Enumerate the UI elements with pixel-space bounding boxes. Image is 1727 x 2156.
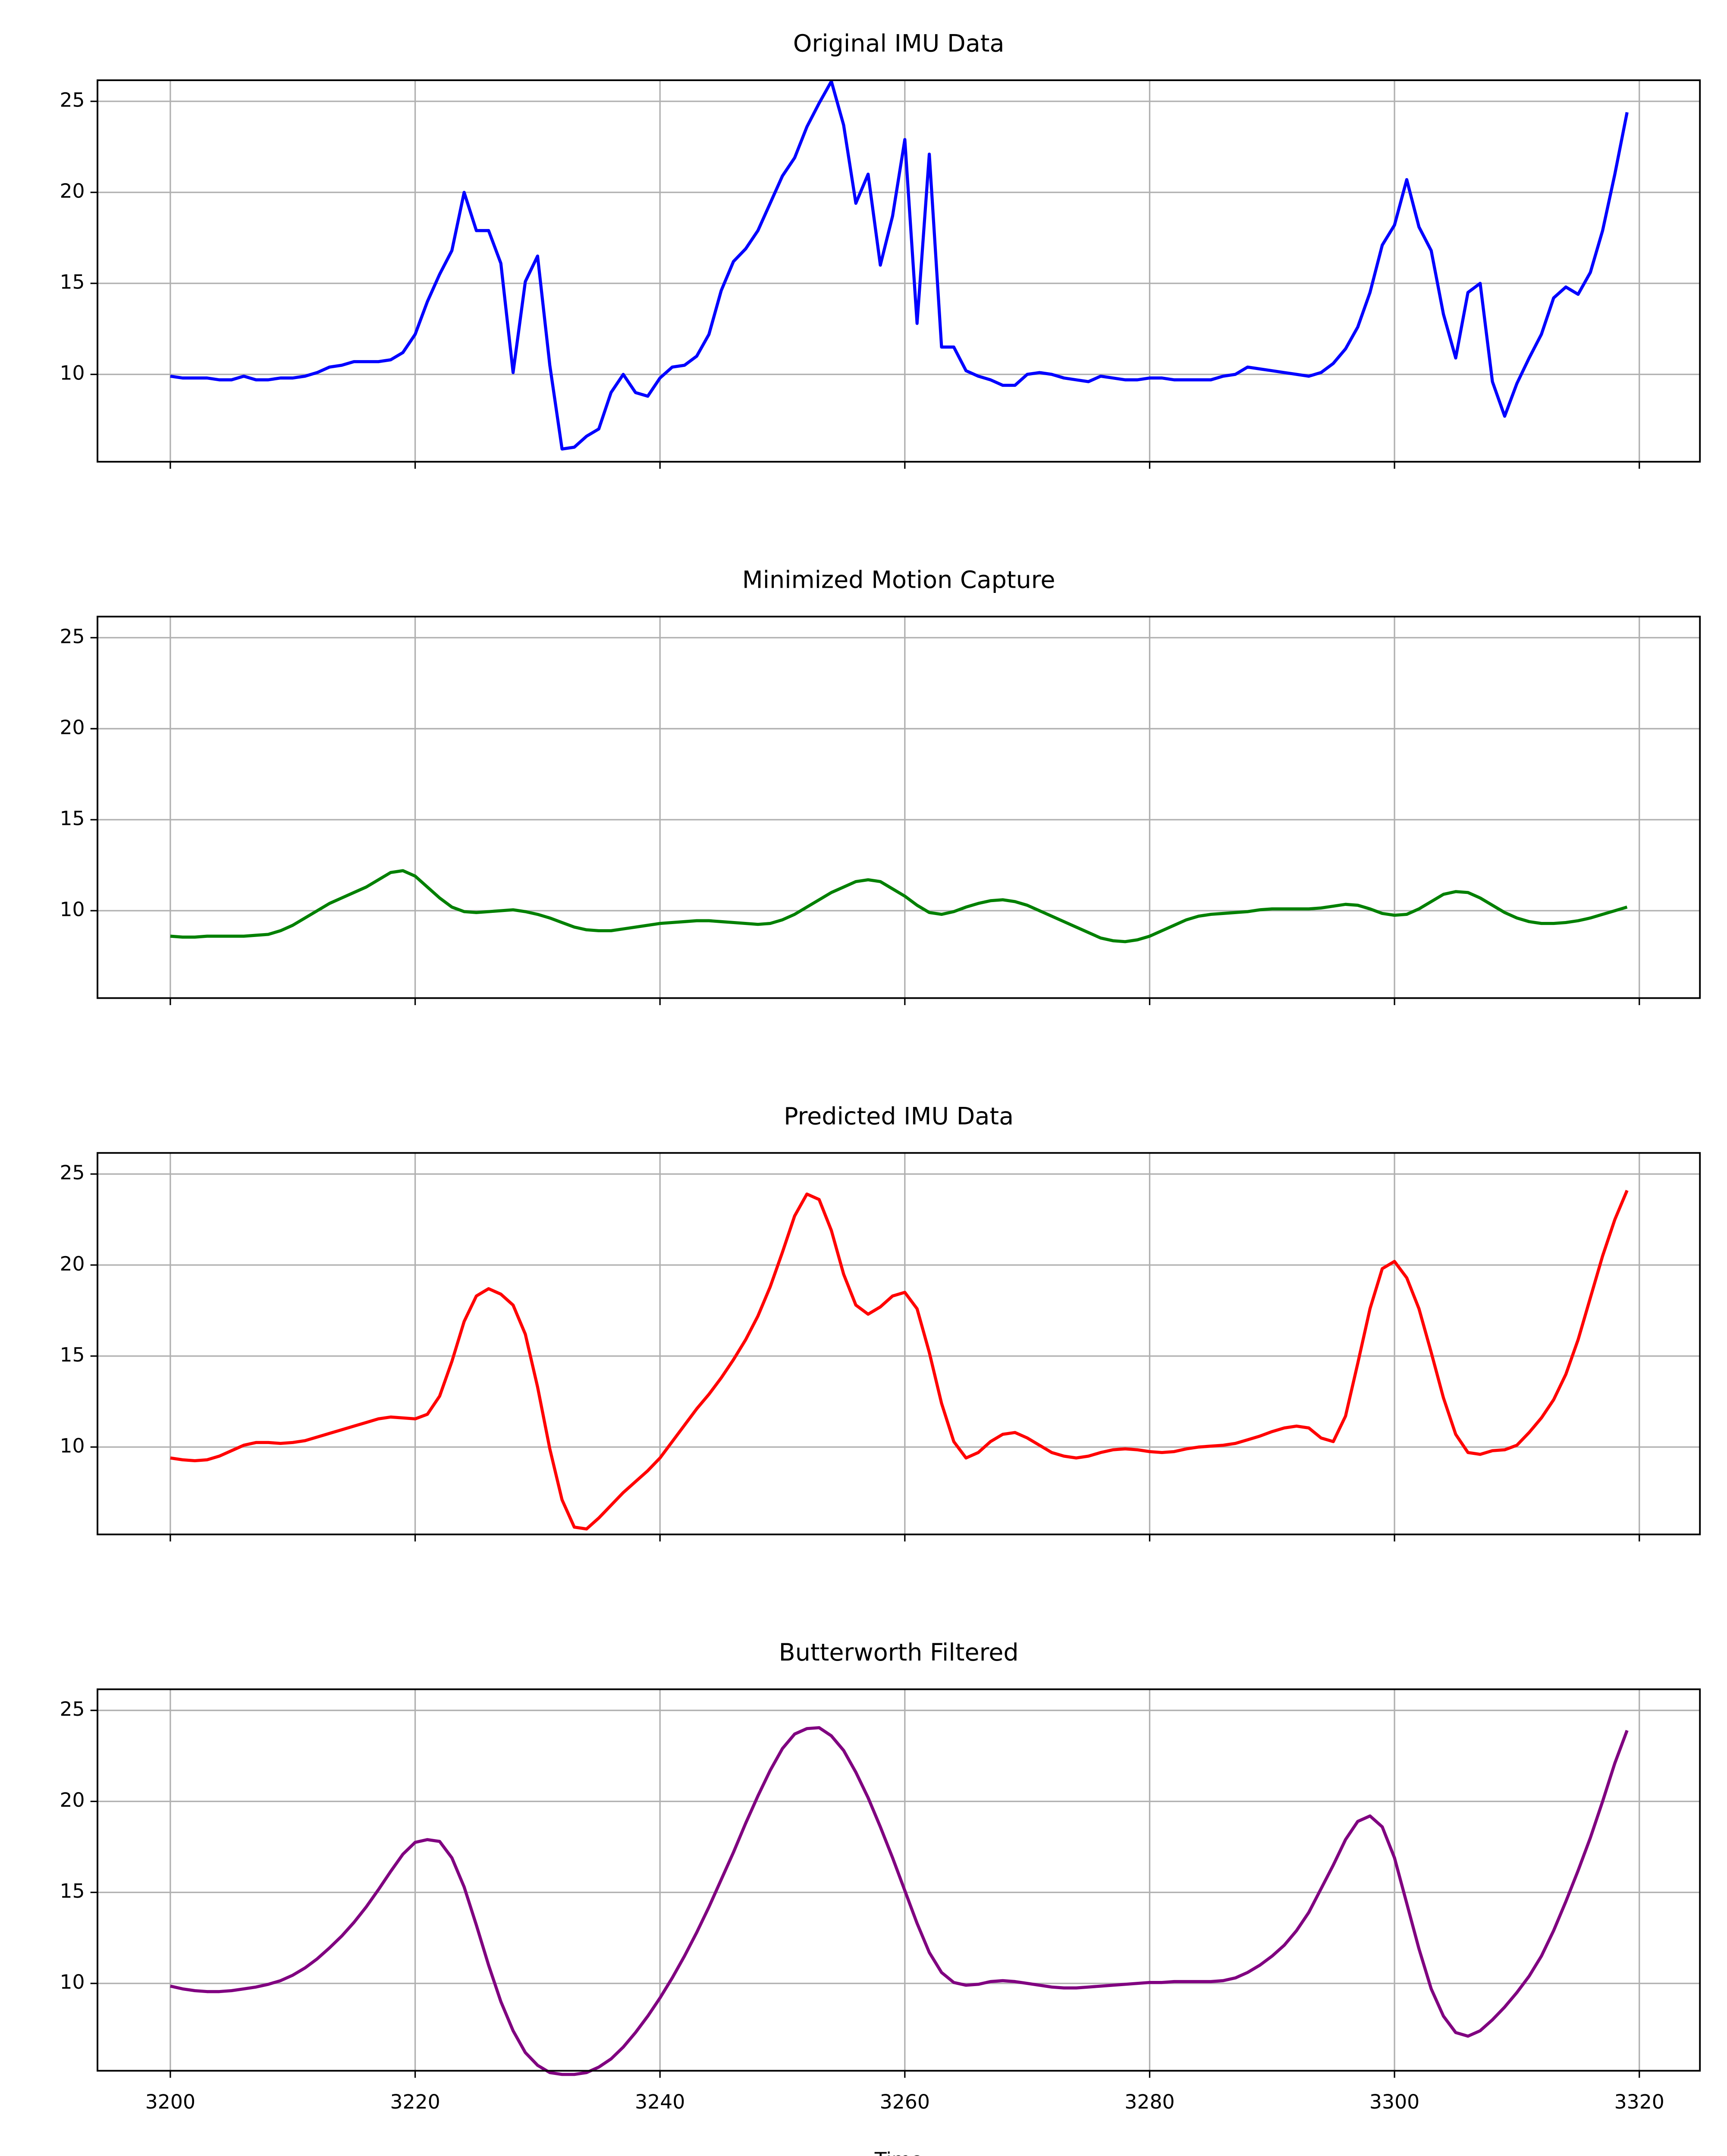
y-tick-label: 10 <box>60 1434 85 1457</box>
x-tick-label: 3300 <box>1369 2090 1419 2113</box>
y-tick-label: 25 <box>60 89 85 112</box>
chart-title: Predicted IMU Data <box>784 1102 1014 1130</box>
y-tick-label: 20 <box>60 1252 85 1275</box>
y-tick-label: 10 <box>60 898 85 921</box>
x-tick-label: 3220 <box>390 2090 440 2113</box>
chart-title: Minimized Motion Capture <box>742 566 1055 594</box>
x-axis-label: Time <box>874 2148 923 2156</box>
y-tick-label: 20 <box>60 1789 85 1811</box>
data-line <box>170 80 1629 451</box>
y-tick-label: 15 <box>60 1880 85 1902</box>
x-tick-label: 3320 <box>1614 2090 1664 2113</box>
axes-frame <box>97 1688 1701 2072</box>
x-tick-label: 3260 <box>880 2090 930 2113</box>
y-tick-label: 25 <box>60 625 85 648</box>
x-tick-label: 3240 <box>635 2090 685 2113</box>
data-line <box>170 1726 1629 2076</box>
y-tick-label: 20 <box>60 180 85 203</box>
chart-title: Original IMU Data <box>793 30 1005 58</box>
y-tick-label: 15 <box>60 1343 85 1366</box>
chart-title: Butterworth Filtered <box>779 1639 1019 1667</box>
y-tick-label: 15 <box>60 271 85 294</box>
y-tick-label: 25 <box>60 1161 85 1184</box>
y-tick-label: 10 <box>60 1971 85 1993</box>
axes-frame <box>97 1152 1701 1536</box>
axes-frame <box>97 79 1701 463</box>
y-tick-label: 15 <box>60 807 85 830</box>
x-tick-label: 3280 <box>1124 2090 1174 2113</box>
x-tick-label: 3200 <box>145 2090 195 2113</box>
data-line <box>170 869 1628 943</box>
data-line <box>170 1190 1629 1531</box>
y-tick-label: 25 <box>60 1698 85 1720</box>
y-tick-label: 10 <box>60 362 85 385</box>
axes-frame <box>97 615 1701 999</box>
y-tick-label: 20 <box>60 716 85 739</box>
